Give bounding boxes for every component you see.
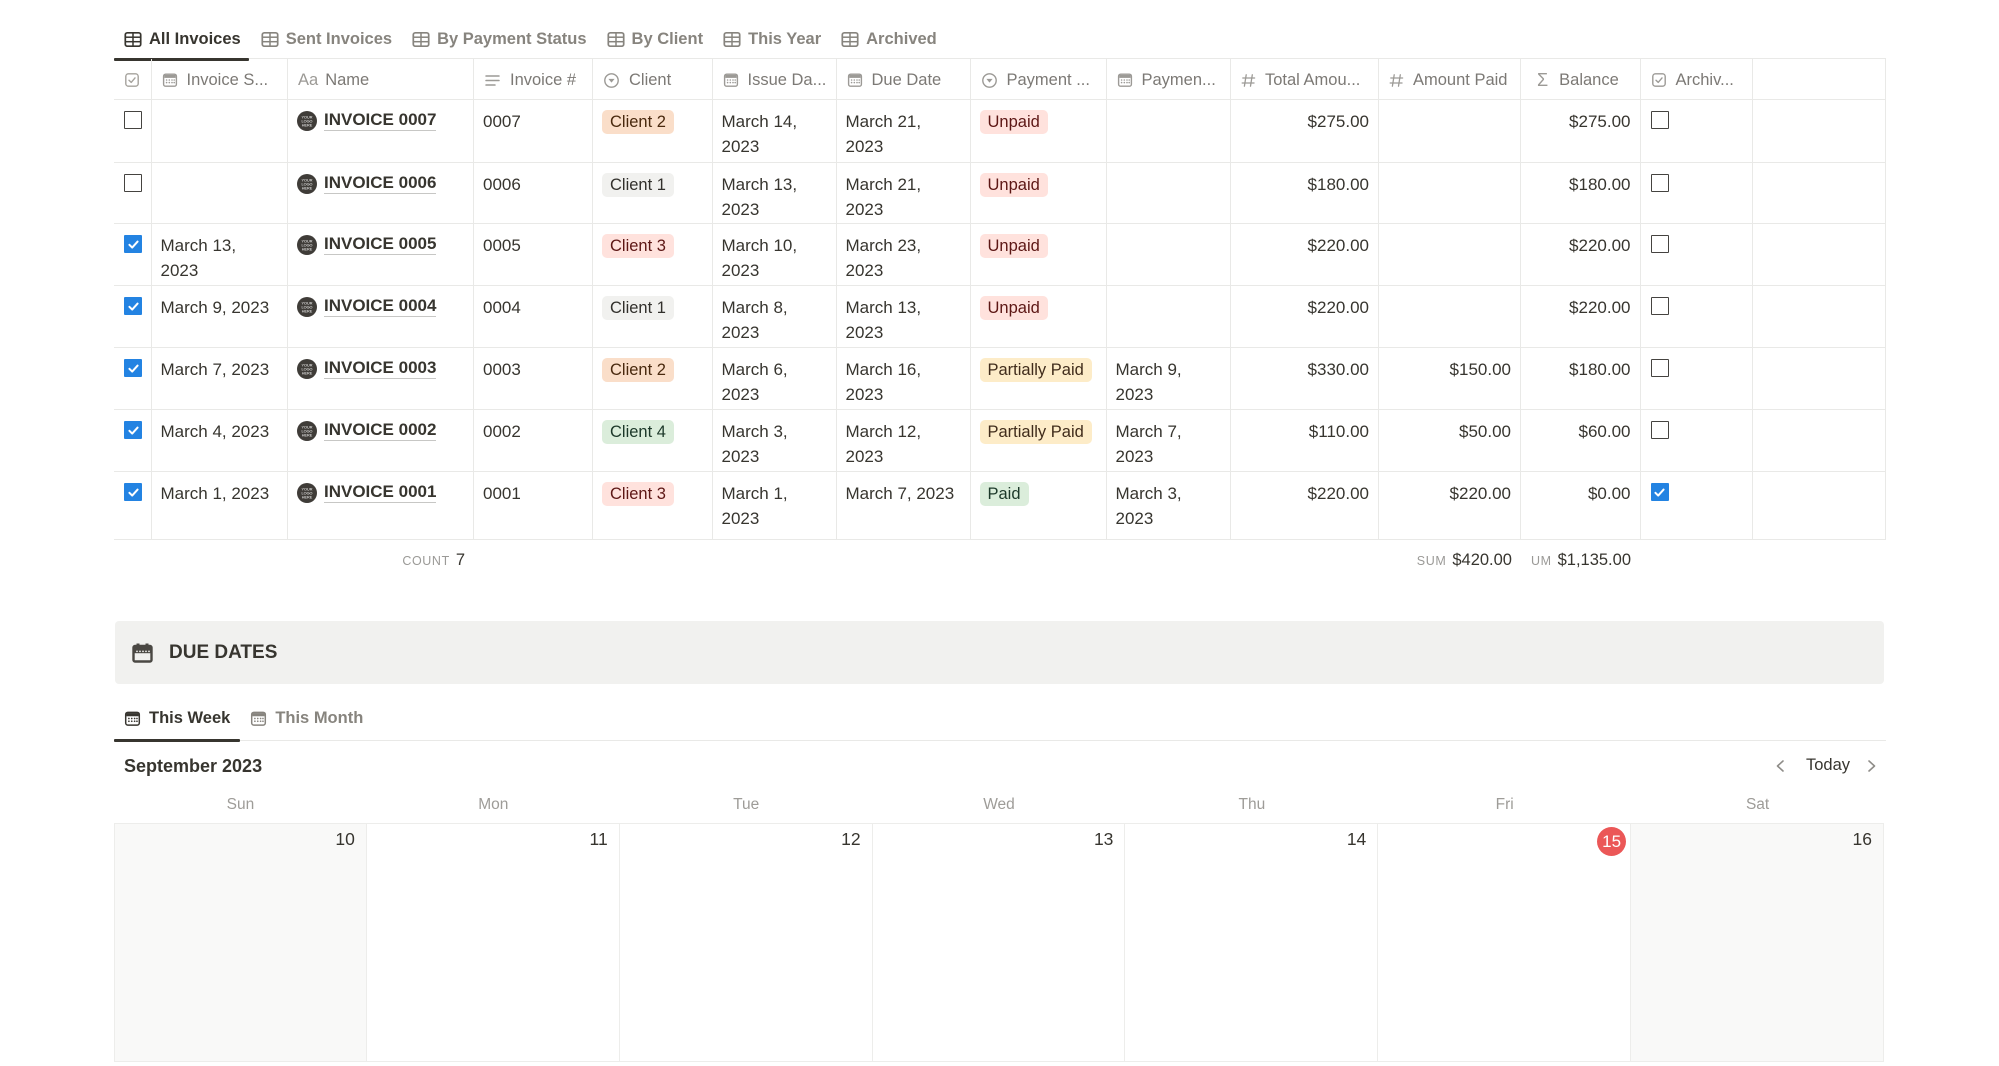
svg-text:HERE: HERE: [302, 372, 313, 376]
svg-text:HERE: HERE: [302, 248, 313, 252]
svg-text:YOUR: YOUR: [302, 240, 313, 244]
svg-text:HERE: HERE: [302, 434, 313, 438]
svg-text:LOGO: LOGO: [302, 306, 313, 310]
svg-text:HERE: HERE: [302, 124, 313, 128]
svg-text:YOUR: YOUR: [302, 179, 313, 183]
svg-text:LOGO: LOGO: [302, 368, 313, 372]
svg-text:HERE: HERE: [302, 310, 313, 314]
svg-text:HERE: HERE: [302, 496, 313, 500]
svg-text:LOGO: LOGO: [302, 120, 313, 124]
svg-text:LOGO: LOGO: [302, 183, 313, 187]
svg-text:YOUR: YOUR: [302, 364, 313, 368]
svg-text:LOGO: LOGO: [302, 430, 313, 434]
svg-text:YOUR: YOUR: [302, 302, 313, 306]
svg-text:HERE: HERE: [302, 187, 313, 191]
svg-text:YOUR: YOUR: [302, 488, 313, 492]
svg-text:LOGO: LOGO: [302, 492, 313, 496]
svg-text:YOUR: YOUR: [302, 426, 313, 430]
svg-text:YOUR: YOUR: [302, 116, 313, 120]
svg-text:LOGO: LOGO: [302, 244, 313, 248]
